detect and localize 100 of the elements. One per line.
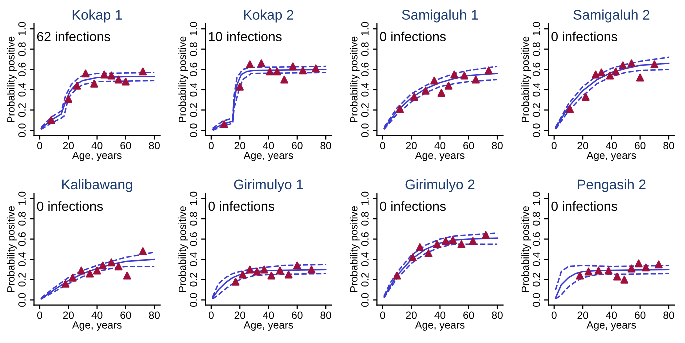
y-tick-label: 1.0	[18, 22, 26, 36]
y-tick-label: 1.0	[18, 192, 26, 206]
x-tick-label: 80	[492, 142, 503, 150]
y-tick-label: 0.2	[18, 273, 26, 287]
y-axis-title: Probability positive	[350, 36, 360, 122]
y-tick-label: 0.0	[532, 124, 540, 138]
chart-title: Kokap 2	[244, 10, 294, 23]
x-tick-label: 80	[149, 142, 160, 150]
x-axis-title: Age, years	[244, 152, 294, 162]
x-tick-label: 40	[92, 312, 103, 320]
y-tick-label: 0.6	[190, 62, 198, 76]
y-tick-label: 0.2	[532, 104, 540, 118]
y-tick-label: 0.8	[361, 212, 369, 226]
x-tick-label: 40	[434, 312, 446, 320]
y-tick-label: 1.0	[361, 192, 369, 206]
y-tick-label: 1.0	[361, 22, 369, 36]
y-axis-title: Probability positive	[522, 206, 532, 292]
x-tick-label: 20	[406, 312, 417, 320]
x-tick-label: 60	[292, 142, 303, 150]
x-tick-label: 0	[552, 312, 557, 320]
y-tick-label: 0.4	[18, 83, 26, 97]
x-tick-label: 20	[578, 312, 588, 320]
y-tick-label: 1.0	[532, 192, 540, 206]
y-tick-label: 0.6	[532, 62, 540, 76]
x-axis-title: Age, years	[72, 152, 122, 162]
x-tick-label: 40	[606, 312, 618, 320]
y-tick-label: 0.4	[532, 83, 540, 97]
y-axis-title: Probability positive	[522, 36, 532, 122]
y-axis-title: Probability positive	[178, 36, 188, 122]
y-tick-label: 0.0	[18, 293, 26, 308]
x-tick-label: 60	[464, 312, 474, 320]
x-tick-label: 0	[37, 142, 42, 150]
y-tick-label: 0.6	[361, 62, 369, 76]
x-tick-label: 80	[149, 312, 160, 320]
y-tick-label: 0.2	[190, 273, 198, 287]
x-tick-label: 20	[578, 142, 588, 150]
y-axis-title: Probability positive	[178, 206, 188, 292]
x-tick-label: 0	[208, 312, 214, 320]
y-tick-label: 0.0	[361, 293, 369, 308]
y-tick-label: 0.2	[18, 104, 26, 118]
x-tick-label: 60	[120, 312, 132, 320]
y-tick-label: 0.0	[18, 124, 26, 138]
y-tick-label: 0.0	[190, 124, 198, 138]
annotation: 62 infections	[37, 32, 110, 42]
chart-title: Kokap 1	[72, 10, 122, 23]
x-tick-label: 0	[552, 142, 557, 150]
chart-title: Pengasih 2	[578, 179, 646, 192]
x-tick-label: 80	[492, 312, 503, 320]
y-tick-label: 0.0	[532, 293, 540, 308]
x-tick-label: 60	[635, 312, 646, 320]
x-tick-label: 40	[263, 312, 274, 320]
x-tick-label: 80	[664, 142, 674, 150]
x-tick-label: 60	[464, 142, 474, 150]
y-tick-label: 0.4	[532, 252, 540, 266]
y-tick-label: 0.6	[18, 62, 26, 76]
y-tick-label: 0.6	[532, 232, 540, 246]
y-tick-label: 0.8	[361, 42, 369, 56]
y-tick-label: 0.4	[361, 252, 369, 266]
y-tick-label: 0.4	[361, 83, 369, 97]
x-tick-label: 60	[635, 142, 646, 150]
x-tick-label: 0	[380, 142, 386, 150]
y-tick-label: 0.6	[190, 232, 198, 246]
x-tick-label: 20	[63, 312, 74, 320]
x-tick-label: 80	[320, 142, 332, 150]
y-tick-label: 0.2	[190, 104, 198, 118]
x-tick-label: 20	[234, 142, 246, 150]
y-tick-label: 0.4	[190, 83, 198, 97]
y-tick-label: 0.6	[18, 232, 26, 246]
y-tick-label: 1.0	[190, 22, 198, 36]
y-axis-title: Probability positive	[7, 206, 17, 292]
chart-title: Girimulyo 1	[234, 179, 304, 192]
x-tick-label: 20	[406, 142, 417, 150]
x-axis-title: Age, years	[586, 152, 636, 162]
x-axis-title: Age, years	[586, 322, 636, 331]
y-tick-label: 0.4	[18, 252, 26, 266]
x-tick-label: 80	[664, 312, 674, 320]
y-tick-label: 0.2	[361, 273, 369, 287]
y-tick-label: 0.8	[532, 42, 540, 56]
annotation: 10 infections	[209, 32, 282, 42]
chart-title: Samigaluh 1	[402, 10, 478, 23]
y-tick-label: 0.8	[532, 212, 540, 226]
x-tick-label: 0	[208, 142, 214, 150]
x-tick-label: 0	[380, 312, 386, 320]
x-tick-label: 40	[92, 142, 103, 150]
annotation: 0 infections	[380, 32, 446, 42]
chart-title: Kalibawang	[62, 179, 132, 192]
x-tick-label: 40	[606, 142, 618, 150]
y-tick-label: 0.0	[190, 293, 198, 308]
annotation: 0 infections	[380, 201, 446, 212]
y-tick-label: 1.0	[532, 22, 540, 36]
y-tick-label: 0.6	[361, 232, 369, 246]
y-tick-label: 0.0	[361, 124, 369, 138]
x-tick-label: 40	[434, 142, 446, 150]
annotation: 0 infections	[37, 201, 104, 212]
y-tick-label: 0.8	[18, 42, 26, 56]
x-tick-label: 60	[120, 142, 132, 150]
x-axis-title: Age, years	[415, 152, 465, 162]
annotation: 0 infections	[208, 201, 275, 212]
x-tick-label: 40	[263, 142, 274, 150]
y-axis-title: Probability positive	[350, 206, 360, 292]
